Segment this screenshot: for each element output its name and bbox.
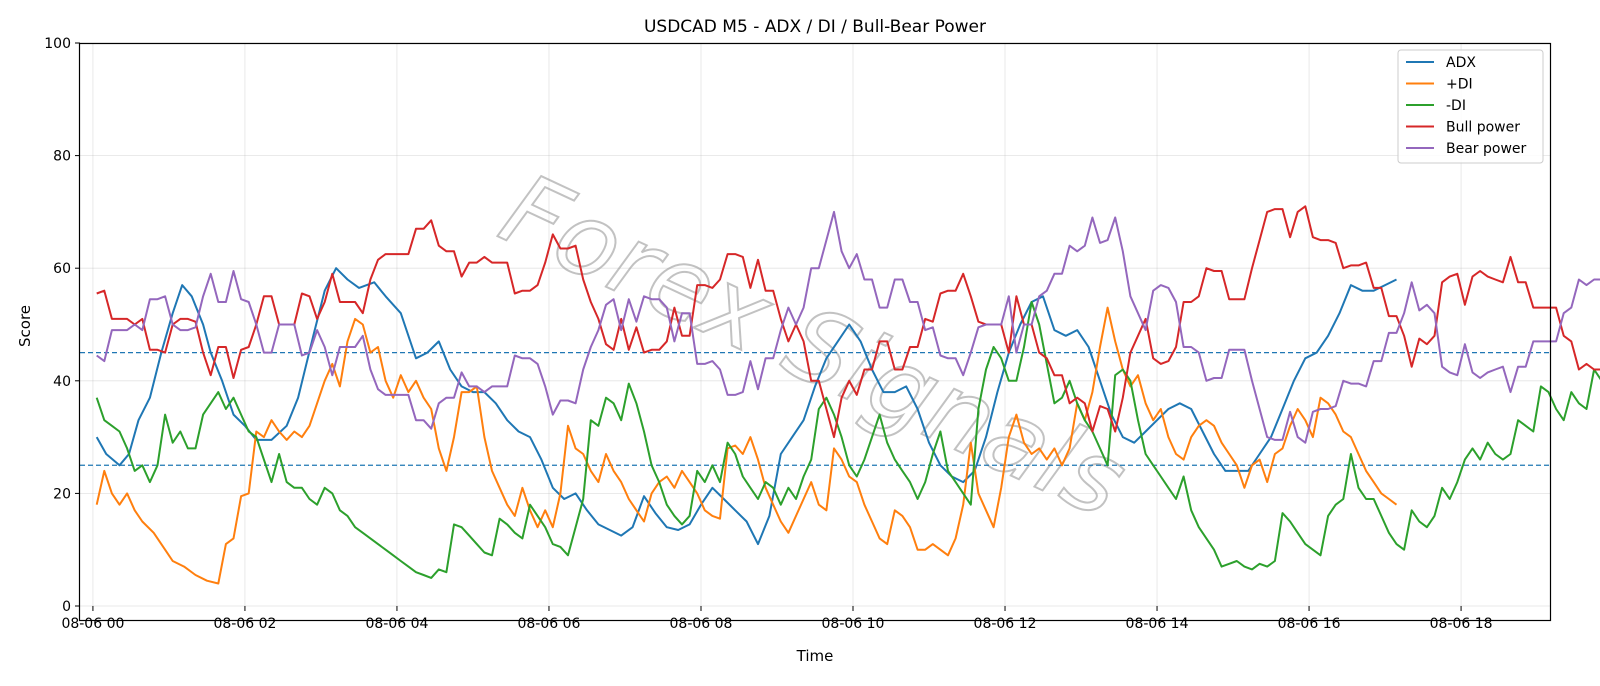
y-tick-label: 0 [62,599,71,615]
y-axis-label: Score [16,305,34,347]
x-tick-label: 08-06 04 [365,616,428,632]
series-line-bull-power [96,205,1600,439]
legend-label: Bull power [1446,120,1520,136]
x-tick-label: 08-06 12 [974,616,1037,632]
legend-label: ADX [1446,55,1476,71]
y-axis: 0 20 40 60 80 100 [44,36,80,615]
x-tick-label: 08-06 10 [822,616,885,632]
x-tick-label: 08-06 08 [670,616,733,632]
legend-label: -DI [1446,98,1466,114]
y-tick-label: 60 [53,261,71,277]
y-tick-label: 20 [53,486,71,502]
x-axis-label: Time [796,647,834,665]
y-tick-label: 80 [53,149,71,165]
series-line--di [95,306,1398,585]
x-tick-label: 08-06 06 [517,616,580,632]
legend: ADX +DI -DI Bull power Bear power [1397,49,1544,164]
legend-label: Bear power [1446,141,1527,157]
x-tick-label: 08-06 14 [1126,616,1189,632]
reference-lines [80,351,1550,466]
chart-title: USDCAD M5 - ADX / DI / Bull-Bear Power [644,17,986,37]
series-line-bear-power [96,210,1600,444]
x-axis: 08-06 00 08-06 02 08-06 04 08-06 06 08-06 08… [61,606,1493,632]
x-tick-label: 08-06 02 [213,616,276,632]
x-tick-label: 08-06 18 [1430,616,1493,632]
series-line--di [95,301,1600,579]
legend-label: +DI [1446,77,1473,93]
axes-frame [78,42,1552,622]
y-tick-label: 100 [44,36,71,52]
x-tick-label: 08-06 00 [61,616,124,632]
series-lines [95,205,1600,585]
x-tick-label: 08-06 16 [1278,616,1341,632]
y-tick-label: 40 [53,374,71,390]
legend-box [1397,49,1544,164]
